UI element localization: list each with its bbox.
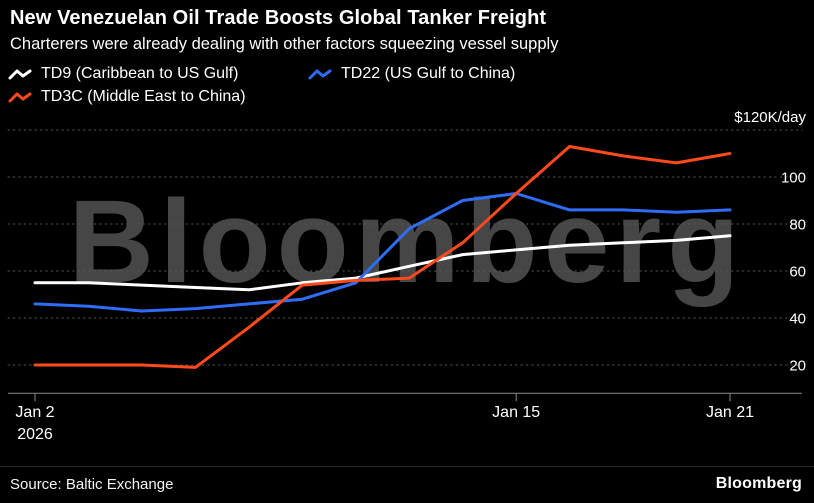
legend: TD9 (Caribbean to US Gulf) TD22 (US Gulf … [8,65,814,106]
legend-item-label: TD9 (Caribbean to US Gulf) [41,65,239,83]
series-line-td3c [33,145,732,370]
legend-line-swatch-icon [8,92,32,103]
chart-area: Bloomberg 20 40 60 80 100 $120K/day Jan 2 2026… [0,109,814,446]
bloomberg-logo: Bloomberg [715,475,802,492]
series-line-td9 [33,234,732,292]
footer: Source: Baltic Exchange Bloomberg [0,466,814,503]
legend-item-td22: TD22 (US Gulf to China) [308,65,515,83]
legend-line-swatch-icon [8,69,32,80]
x-tick-label: Jan 15 [492,404,541,422]
legend-item-td9: TD9 (Caribbean to US Gulf) [8,65,308,83]
legend-line-swatch-icon [308,69,332,80]
source-attribution: Source: Baltic Exchange [10,475,174,493]
y-tick-label: 20 [789,358,806,375]
y-tick-label: 100 [781,170,806,187]
y-axis-unit-label: $120K/day [734,109,806,126]
legend-item-td3c: TD3C (Middle East to China) [8,88,308,106]
x-tick-year-label: 2026 [17,426,53,444]
chart-title: New Venezuelan Oil Trade Boosts Global T… [10,7,547,29]
legend-item-label: TD3C (Middle East to China) [41,88,246,106]
y-tick-label: 40 [789,311,806,328]
x-tick-label: Jan 2 2026 [15,402,54,445]
y-tick-label: 80 [789,217,806,234]
chart-svg: 20 40 60 80 100 $120K/day [7,109,806,402]
chart-subtitle: Charterers were already dealing with oth… [10,35,559,53]
x-tick-label: Jan 21 [705,404,755,422]
y-tick-label: 60 [789,264,806,281]
legend-item-label: TD22 (US Gulf to China) [341,65,516,83]
series-line-td22 [33,192,732,313]
